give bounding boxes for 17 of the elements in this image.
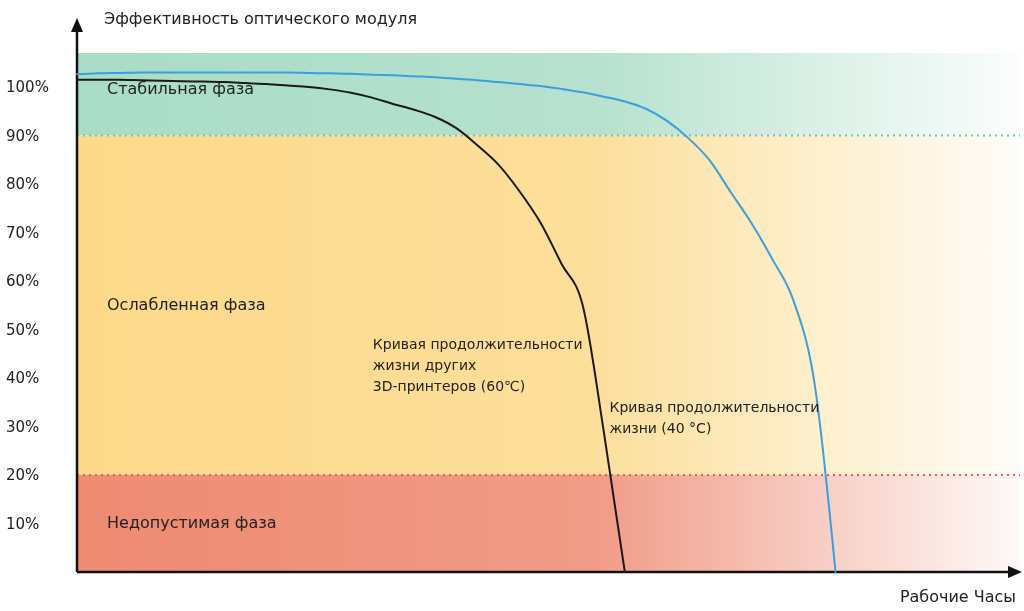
y-axis-title: Эффективность оптического модуля (104, 9, 418, 28)
y-tick-label: 20% (6, 466, 40, 485)
y-tick-label: 100% (6, 78, 49, 97)
y-tick-label: 60% (6, 272, 40, 291)
band-label: Ослабленная фаза (107, 295, 266, 315)
band-label: Стабильная фаза (107, 79, 254, 99)
y-tick-label: 40% (6, 369, 40, 388)
y-tick-label: 80% (6, 175, 40, 194)
x-axis-title: Рабочие Часы (899, 587, 1016, 606)
y-tick-label: 50% (6, 320, 40, 339)
series-label: Кривая продолжительности жизни других 3D-принтеров (60℃) (372, 335, 583, 394)
y-tick-label: 70% (6, 223, 40, 242)
y-tick-label: 30% (6, 417, 40, 436)
line-series (76, 71, 837, 573)
y-tick-label: 10% (6, 514, 40, 533)
y-tick-label: 90% (6, 126, 40, 145)
band-label: Недопустимая фаза (107, 513, 277, 533)
